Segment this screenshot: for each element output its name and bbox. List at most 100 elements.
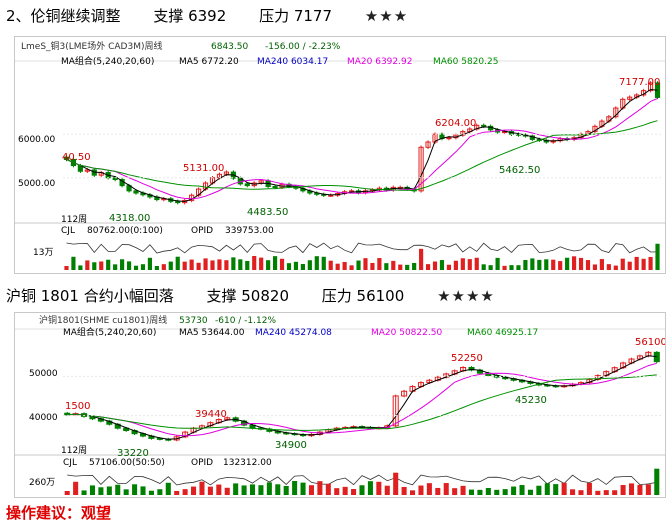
volume-bar xyxy=(342,486,348,495)
annotation-45230: 45230 xyxy=(515,395,547,406)
volume-bar xyxy=(443,483,449,495)
volume-bar xyxy=(481,264,486,270)
trading-advice: 操作建议：观望 xyxy=(6,504,112,522)
volume-bar xyxy=(279,258,285,270)
volume-bar xyxy=(561,482,567,495)
volume-ytick: 260万 xyxy=(29,478,55,488)
annotation-4318: 4318.00 xyxy=(109,213,150,224)
volume-bar xyxy=(586,482,592,495)
volume-bar xyxy=(140,486,146,495)
volume-bar xyxy=(398,264,403,270)
volume-bar xyxy=(356,260,361,270)
volume-bar xyxy=(537,259,542,270)
volume-bar xyxy=(98,487,104,495)
volume-bar xyxy=(494,489,500,495)
volume-bar xyxy=(238,259,243,270)
volume-bar xyxy=(460,258,465,270)
volume-bar xyxy=(126,261,132,270)
ma20-legend: MA20 6392.92 xyxy=(347,57,412,67)
volume-bar xyxy=(317,481,323,495)
volume-bar xyxy=(363,258,368,270)
volume-bar xyxy=(384,485,390,495)
annotation-33220: 33220 xyxy=(117,448,149,459)
volume-bar xyxy=(210,260,215,270)
volume-bar xyxy=(401,486,407,495)
volume-bar xyxy=(115,484,121,495)
volume-bar xyxy=(603,490,609,495)
volume-bar xyxy=(286,263,292,270)
volume-bar xyxy=(606,264,611,270)
volume-bar xyxy=(64,491,70,495)
volume-bar xyxy=(376,481,382,495)
pressure-level: 压力 56100 xyxy=(321,287,405,305)
volume-bar xyxy=(558,261,563,270)
opid-value: 132312.00 xyxy=(223,458,272,468)
volume-bar xyxy=(148,490,154,495)
volume-bar xyxy=(502,265,507,270)
volume-bar xyxy=(570,489,576,495)
annotation-left-edge: 1500 xyxy=(65,401,90,412)
volume-bar xyxy=(452,488,458,495)
volume-bar xyxy=(599,259,604,270)
volume-bar xyxy=(467,259,472,270)
volume-bar xyxy=(258,485,264,495)
volume-bar xyxy=(161,264,166,270)
volume-bar xyxy=(509,265,514,270)
volume-bar xyxy=(645,484,651,495)
annotation-34900: 34900 xyxy=(275,440,307,451)
volume-bar xyxy=(391,260,396,270)
volume-bar xyxy=(78,265,83,270)
ytick-50000: 50000 xyxy=(29,369,58,379)
annotation-6204: 6204.00 xyxy=(435,118,476,129)
chart-title: LmeS_铜3(LME场外 CAD3M)周线 xyxy=(21,40,162,52)
volume-bar xyxy=(292,481,298,495)
volume-bar xyxy=(637,484,643,495)
volume-bar xyxy=(308,485,314,495)
volume-bar xyxy=(384,263,389,270)
volume-bar xyxy=(418,485,424,495)
volume-bar xyxy=(64,266,69,270)
volume-bar xyxy=(325,483,331,495)
heading-title: 2、伦铜继续调整 xyxy=(6,7,121,25)
period-label: 112周 xyxy=(61,214,87,225)
volume-label: CJL xyxy=(61,226,75,236)
shfe-copper-chart-panel: 沪铜1801(SHME cu1801)周线 53730 -610 / -1.12… xyxy=(14,312,666,498)
lme-copper-chart: LmeS_铜3(LME场外 CAD3M)周线 6843.50 -156.00 /… xyxy=(15,40,665,270)
volume-bar xyxy=(272,256,278,270)
volume-bar xyxy=(410,490,416,495)
ma240-legend: MA240 6034.17 xyxy=(257,57,328,67)
volume-bar xyxy=(349,265,354,270)
volume-bar xyxy=(655,243,660,270)
volume-bar xyxy=(468,489,475,495)
volume-bar xyxy=(231,257,236,270)
volume-bar xyxy=(216,484,222,495)
ytick-40000: 40000 xyxy=(29,413,58,423)
volume-bar xyxy=(81,490,87,495)
volume-bar xyxy=(92,262,97,270)
volume-bar xyxy=(113,264,118,270)
volume-bar xyxy=(321,256,326,270)
volume-bar xyxy=(527,489,533,495)
opid-line xyxy=(66,242,658,254)
volume-bar xyxy=(565,257,570,270)
last-price: 6843.50 xyxy=(211,42,248,52)
annotation-5462: 5462.50 xyxy=(499,165,540,176)
volume-bar xyxy=(426,483,432,495)
support-level: 支撑 6392 xyxy=(153,7,227,25)
volume-bar xyxy=(453,260,458,270)
volume-bar xyxy=(439,260,445,270)
opid-value: 339753.00 xyxy=(225,226,274,236)
opid-label: OPID xyxy=(191,226,213,236)
ma-legend-label: MA组合(5,240,20,60) xyxy=(61,55,154,67)
volume-bar xyxy=(165,482,171,495)
volume-bar xyxy=(175,256,180,270)
price-change: -156.00 / -2.23% xyxy=(265,42,341,52)
volume-bar xyxy=(595,490,601,495)
volume-bar xyxy=(300,482,306,495)
section-heading-lme: 2、伦铜继续调整 支撑 6392 压力 7177 ★★★ xyxy=(6,4,408,28)
volume-label: CJL xyxy=(63,458,77,468)
volume-bar xyxy=(419,248,424,270)
volume-ytick: 13万 xyxy=(33,248,53,258)
annotation-left-edge: 40.50 xyxy=(62,152,91,163)
volume-bar xyxy=(523,260,528,270)
